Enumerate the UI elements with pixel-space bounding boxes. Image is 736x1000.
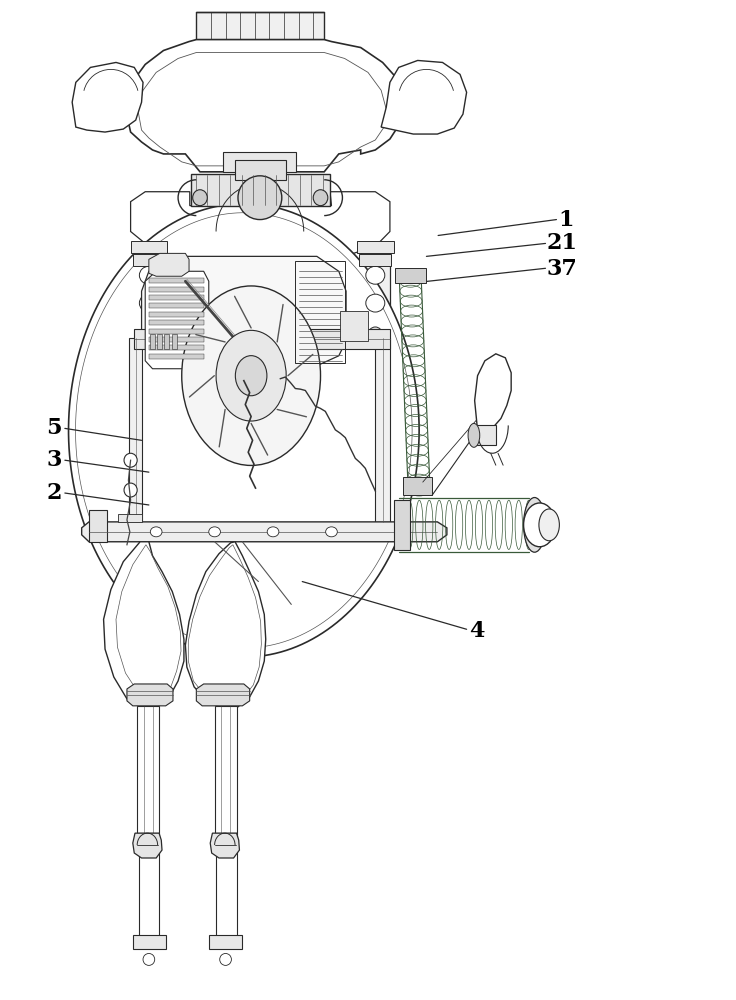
Text: 4: 4 bbox=[469, 620, 484, 642]
Ellipse shape bbox=[468, 423, 480, 447]
Polygon shape bbox=[185, 542, 266, 709]
Ellipse shape bbox=[141, 327, 156, 343]
Bar bbox=[130, 241, 167, 253]
Ellipse shape bbox=[539, 509, 559, 541]
Polygon shape bbox=[82, 522, 447, 542]
Polygon shape bbox=[210, 833, 239, 858]
Bar bbox=[149, 303, 204, 308]
Ellipse shape bbox=[366, 266, 385, 284]
Bar bbox=[157, 334, 162, 349]
Bar bbox=[132, 254, 165, 266]
Ellipse shape bbox=[193, 190, 208, 206]
Ellipse shape bbox=[523, 498, 545, 552]
Ellipse shape bbox=[209, 527, 221, 537]
Bar bbox=[134, 329, 390, 349]
Bar bbox=[210, 935, 242, 949]
Text: 5: 5 bbox=[46, 417, 62, 439]
Ellipse shape bbox=[366, 294, 385, 312]
Ellipse shape bbox=[267, 527, 279, 537]
Bar bbox=[149, 337, 204, 342]
Bar bbox=[149, 312, 204, 317]
Bar bbox=[149, 295, 204, 300]
Bar bbox=[149, 329, 204, 334]
Bar bbox=[164, 334, 169, 349]
Polygon shape bbox=[381, 60, 467, 134]
Ellipse shape bbox=[325, 527, 337, 537]
Bar bbox=[134, 246, 163, 341]
Text: 1: 1 bbox=[558, 209, 573, 231]
Bar bbox=[129, 338, 142, 522]
Ellipse shape bbox=[238, 176, 282, 220]
Bar bbox=[223, 152, 297, 172]
Bar bbox=[216, 833, 236, 938]
Ellipse shape bbox=[150, 527, 162, 537]
Bar bbox=[197, 12, 324, 40]
Bar bbox=[361, 246, 390, 341]
Bar bbox=[359, 254, 392, 266]
Ellipse shape bbox=[139, 266, 158, 284]
Ellipse shape bbox=[139, 294, 158, 312]
Polygon shape bbox=[149, 253, 189, 276]
Polygon shape bbox=[132, 833, 162, 858]
Ellipse shape bbox=[124, 453, 137, 467]
Polygon shape bbox=[475, 354, 512, 430]
Bar bbox=[375, 338, 390, 522]
Polygon shape bbox=[127, 684, 173, 706]
Bar bbox=[295, 261, 344, 363]
Bar bbox=[215, 706, 236, 833]
Polygon shape bbox=[145, 271, 209, 369]
Bar bbox=[149, 334, 155, 349]
Bar bbox=[132, 935, 166, 949]
Bar bbox=[357, 241, 394, 253]
Polygon shape bbox=[68, 204, 419, 657]
Ellipse shape bbox=[368, 327, 383, 343]
Text: 2: 2 bbox=[46, 482, 62, 504]
Bar bbox=[235, 160, 286, 180]
Ellipse shape bbox=[182, 286, 320, 465]
Bar bbox=[149, 354, 204, 359]
Bar bbox=[138, 833, 159, 938]
Bar bbox=[149, 320, 204, 325]
Bar bbox=[403, 477, 432, 495]
Ellipse shape bbox=[143, 953, 155, 965]
Ellipse shape bbox=[216, 330, 286, 421]
Bar bbox=[118, 514, 141, 522]
Bar bbox=[89, 510, 107, 542]
Polygon shape bbox=[126, 40, 405, 172]
Bar bbox=[137, 706, 159, 833]
Text: 37: 37 bbox=[547, 258, 578, 280]
Polygon shape bbox=[72, 62, 143, 132]
Ellipse shape bbox=[220, 953, 231, 965]
Bar bbox=[474, 425, 496, 445]
Ellipse shape bbox=[314, 190, 328, 206]
Polygon shape bbox=[141, 256, 346, 366]
Polygon shape bbox=[197, 684, 250, 706]
Ellipse shape bbox=[523, 503, 556, 547]
Polygon shape bbox=[130, 192, 390, 253]
Bar bbox=[395, 268, 425, 283]
Bar bbox=[149, 287, 204, 292]
Bar bbox=[149, 345, 204, 350]
Ellipse shape bbox=[124, 483, 137, 497]
Text: 3: 3 bbox=[46, 449, 62, 471]
Ellipse shape bbox=[236, 356, 267, 396]
Bar bbox=[171, 334, 177, 349]
Bar bbox=[340, 311, 368, 341]
Polygon shape bbox=[104, 542, 184, 709]
Bar bbox=[191, 174, 330, 206]
Text: 21: 21 bbox=[547, 232, 578, 254]
Bar bbox=[149, 278, 204, 283]
Bar bbox=[394, 500, 410, 550]
